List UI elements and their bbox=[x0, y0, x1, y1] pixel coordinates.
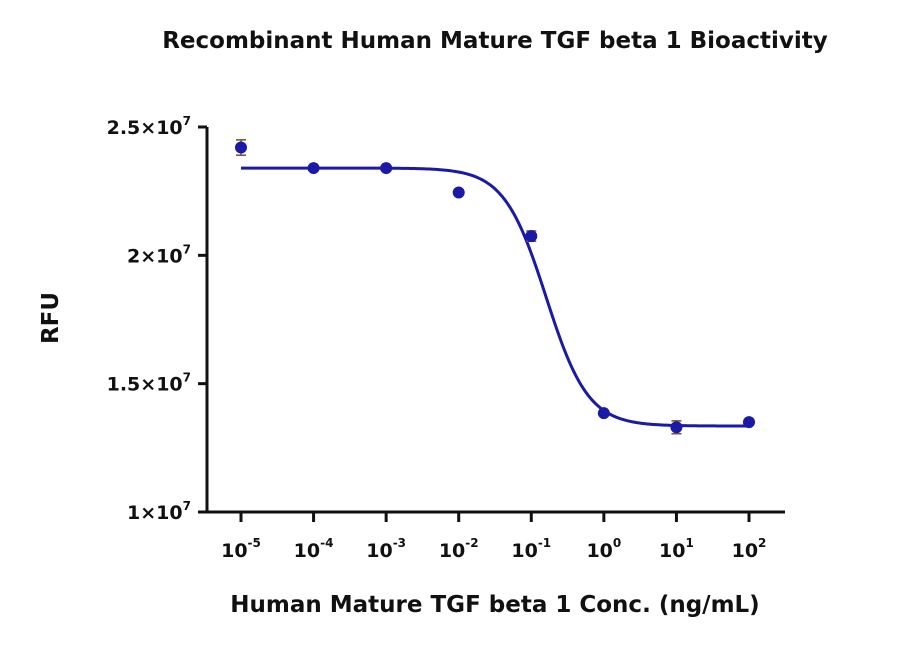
x-tick-label: 10-2 bbox=[439, 536, 479, 562]
y-tick-label: 2×107 bbox=[127, 242, 191, 267]
chart-title: Recombinant Human Mature TGF beta 1 Bioa… bbox=[162, 28, 828, 54]
data-point bbox=[307, 162, 320, 175]
data-points bbox=[235, 141, 755, 434]
y-ticks: 1×107 1.5×107 2×107 2.5×107 bbox=[107, 114, 207, 524]
x-axis-title: Human Mature TGF beta 1 Conc. (ng/mL) bbox=[230, 592, 759, 618]
fit-curve bbox=[241, 166, 749, 428]
x-tick-label: 102 bbox=[732, 536, 767, 562]
data-point bbox=[525, 230, 538, 243]
data-point bbox=[235, 141, 247, 154]
y-tick-label: 2.5×107 bbox=[107, 114, 191, 139]
data-point bbox=[743, 416, 755, 429]
y-tick-label: 1.5×107 bbox=[107, 371, 191, 396]
y-tick-label: 1×107 bbox=[127, 499, 191, 524]
x-tick-label: 10-5 bbox=[221, 536, 261, 562]
error-bars bbox=[236, 139, 682, 435]
data-point bbox=[452, 186, 465, 199]
x-tick-label: 101 bbox=[659, 536, 694, 562]
data-point bbox=[380, 162, 393, 175]
x-tick-label: 100 bbox=[586, 536, 621, 562]
axes bbox=[205, 127, 785, 514]
x-tick-label: 10-1 bbox=[511, 536, 551, 562]
x-tick-label: 10-4 bbox=[294, 536, 334, 562]
fit-layer bbox=[241, 166, 749, 428]
data-point bbox=[597, 407, 610, 420]
x-tick-label: 10-3 bbox=[366, 536, 406, 562]
y-axis-title: RFU bbox=[38, 292, 64, 344]
x-ticks: 10-5 10-4 10-3 10-2 10-1 100 101 102 bbox=[221, 512, 766, 562]
data-point bbox=[670, 421, 683, 434]
